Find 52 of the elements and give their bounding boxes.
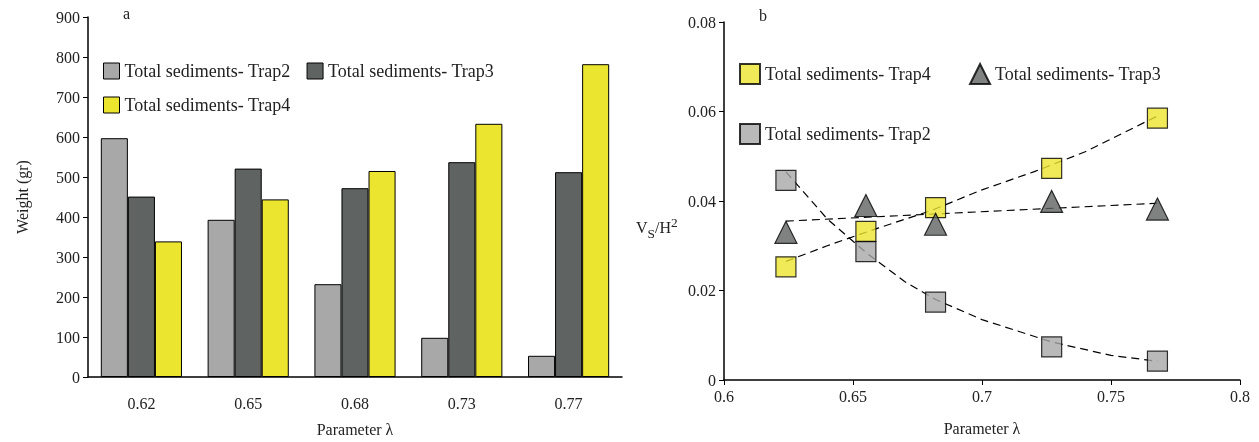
x-tick-label: 0.77: [554, 394, 583, 412]
y-tick-label: 0.08: [688, 13, 716, 31]
x-axis-title: Parameter λ: [943, 419, 1021, 437]
y-tick-label: 0.02: [688, 282, 716, 299]
x-tick-label: 0.65: [839, 387, 867, 405]
point: [855, 240, 877, 263]
y-tick-label: 300: [56, 248, 80, 266]
point: [855, 220, 877, 243]
point: [774, 220, 798, 244]
point: [1041, 336, 1063, 358]
y-tick-label: 500: [56, 168, 80, 186]
point: [924, 197, 947, 219]
point: [1146, 350, 1169, 372]
y-tick-label: 0.06: [688, 103, 716, 120]
x-tick-label: 0.75: [1097, 387, 1125, 405]
y-tick-label: 600: [56, 128, 80, 146]
x-tick-label: 0.73: [447, 394, 476, 412]
y-tick-label: 0: [708, 371, 716, 389]
x-tick-label: 0.68: [341, 394, 369, 412]
y-tick-label: 0.04: [688, 192, 716, 210]
chart-title: b: [759, 6, 767, 24]
point: [775, 256, 797, 278]
x-axis-title: Parameter λ: [316, 420, 394, 438]
point: [1041, 157, 1063, 179]
point: [1145, 197, 1170, 221]
y-tick-label: 400: [56, 208, 80, 226]
y-tick-label: 900: [56, 8, 80, 26]
x-tick-label: 0.8: [1230, 387, 1250, 405]
y-axis-title: V$_{S}$/H$^{2}$: [636, 215, 678, 242]
legend-label: Total sediments- Trap2: [765, 124, 931, 144]
point: [924, 291, 947, 313]
legend-label: Total sediments- Trap4: [124, 95, 291, 115]
point: [1040, 189, 1064, 214]
y-tick-label: 100: [56, 328, 80, 346]
legend-label: Total sediments- Trap2: [124, 61, 291, 81]
x-tick-label: 0.62: [127, 394, 156, 412]
point: [1146, 107, 1169, 129]
x-tick-label: 0.6: [714, 387, 734, 405]
legend-label: Total sediments- Trap3: [328, 61, 494, 81]
point: [923, 212, 948, 236]
y-tick-label: 800: [56, 48, 80, 66]
y-tick-label: 700: [56, 88, 80, 106]
x-tick-label: 0.65: [234, 394, 263, 412]
chart-title: a: [123, 4, 131, 22]
legend-label: Total sediments- Trap4: [765, 64, 931, 84]
y-tick-label: 200: [56, 288, 80, 306]
x-tick-label: 0.7: [972, 387, 992, 405]
legend-label: Total sediments- Trap3: [995, 64, 1161, 84]
point: [775, 169, 797, 192]
point: [854, 193, 878, 218]
y-tick-label: 0: [72, 368, 80, 386]
y-axis-title: Weight (gr): [13, 160, 32, 234]
